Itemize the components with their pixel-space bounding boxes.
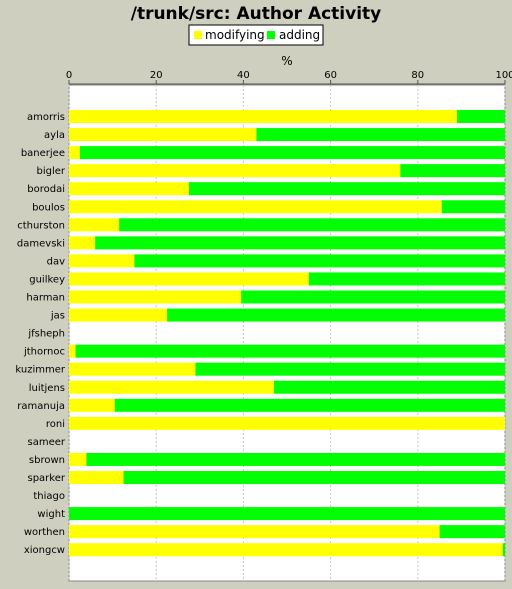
grid-lines — [68, 85, 506, 581]
x-tick-label: 60 — [324, 70, 337, 81]
bar-modifying-ramanuja — [69, 398, 115, 412]
bar-adding-xiongcw — [502, 543, 505, 557]
bar-modifying-xiongcw — [69, 543, 503, 557]
legend-swatch-modifying — [194, 31, 202, 39]
bar-modifying-borodai — [69, 182, 189, 196]
bar-adding-damevski — [95, 236, 505, 250]
bar-modifying-luitjens — [69, 380, 274, 394]
bar-modifying-ayla — [69, 128, 257, 142]
category-label: kuzimmer — [15, 365, 65, 376]
bar-adding-worthen — [439, 525, 505, 539]
x-tick-label: 40 — [237, 70, 250, 81]
bar-modifying-amorris — [69, 110, 458, 123]
bar-modifying-sbrown — [69, 452, 87, 466]
bar-adding-kuzimmer — [195, 362, 505, 376]
bar-adding-guilkey — [308, 272, 505, 286]
category-label: banerjee — [21, 148, 65, 159]
category-label: ramanuja — [17, 401, 65, 412]
category-label: jfsheph — [27, 329, 65, 340]
bar-modifying-dav — [69, 254, 135, 268]
category-label: sameer — [28, 437, 66, 448]
bar-modifying-bigler — [69, 164, 401, 178]
legend-box — [188, 24, 324, 46]
bar-modifying-banerjee — [69, 146, 80, 160]
bar-modifying-kuzimmer — [69, 362, 196, 376]
category-label: jthornoc — [23, 347, 65, 358]
bar-modifying-damevski — [69, 236, 96, 250]
bar-modifying-sparker — [69, 471, 124, 484]
chart-title: /trunk/src: Author Activity — [131, 4, 382, 24]
category-label: harman — [26, 293, 65, 304]
bars — [69, 110, 506, 557]
bar-modifying-guilkey — [69, 272, 309, 286]
x-tick-label: 0 — [66, 70, 72, 81]
category-label: borodai — [27, 184, 65, 195]
bar-adding-luitjens — [273, 380, 505, 394]
bar-adding-jthornoc — [75, 344, 505, 358]
category-label: ayla — [44, 130, 65, 141]
category-label: sbrown — [29, 455, 65, 466]
bar-modifying-worthen — [69, 525, 440, 539]
bar-adding-dav — [134, 254, 505, 268]
category-label: guilkey — [29, 274, 65, 285]
bar-adding-banerjee — [79, 146, 506, 160]
bar-adding-sbrown — [86, 452, 505, 466]
legend-swatch-adding — [267, 31, 275, 39]
bar-adding-boulos — [441, 200, 505, 214]
x-axis-ticks: 0 20 40 60 80 100 — [66, 70, 512, 84]
legend-label-adding: adding — [279, 28, 320, 42]
bar-adding-borodai — [188, 182, 505, 196]
category-label: sparker — [28, 473, 66, 484]
category-labels: amorris ayla banerjee bigler borodai boulos ct… — [15, 112, 65, 556]
bar-adding-ramanuja — [114, 398, 505, 412]
category-label: roni — [46, 419, 65, 430]
category-label: xiongcw — [24, 545, 65, 556]
legend: modifying adding — [188, 24, 324, 46]
plot-area — [68, 84, 506, 582]
bar-adding-ayla — [256, 128, 505, 142]
bar-modifying-jas — [69, 308, 168, 322]
category-label: boulos — [32, 202, 65, 213]
bar-adding-sparker — [123, 471, 505, 484]
x-tick-label: 100 — [495, 70, 512, 81]
category-label: amorris — [27, 112, 65, 123]
bar-adding-jas — [167, 308, 505, 322]
x-axis-label: % — [281, 54, 292, 68]
x-tick-label: 20 — [150, 70, 163, 81]
bar-modifying-roni — [69, 416, 505, 430]
bar-modifying-cthurston — [69, 218, 120, 232]
bar-modifying-harman — [69, 290, 242, 304]
bar-adding-wight — [69, 507, 505, 521]
bar-modifying-boulos — [69, 200, 442, 214]
x-tick-label: 80 — [411, 70, 424, 81]
category-label: bigler — [36, 166, 65, 177]
bar-adding-harman — [241, 290, 505, 304]
bar-adding-bigler — [400, 164, 505, 178]
category-label: luitjens — [29, 383, 65, 394]
category-label: damevski — [17, 238, 65, 249]
category-label: wight — [37, 509, 65, 520]
category-label: jas — [50, 311, 65, 322]
category-label: worthen — [24, 527, 65, 538]
bar-modifying-jthornoc — [69, 344, 76, 358]
legend-label-modifying: modifying — [205, 28, 265, 42]
category-label: cthurston — [17, 220, 65, 231]
category-label: dav — [47, 256, 65, 267]
bar-adding-amorris — [457, 110, 505, 123]
bar-adding-cthurston — [119, 218, 505, 232]
category-label: thiago — [33, 491, 65, 502]
